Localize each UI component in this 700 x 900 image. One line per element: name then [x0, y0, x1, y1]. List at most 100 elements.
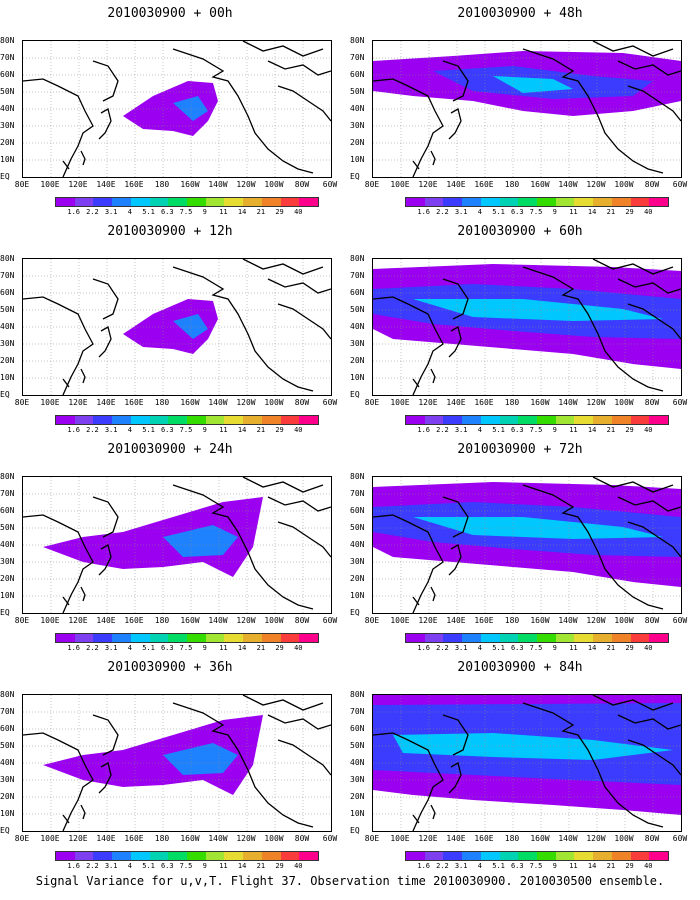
colorbar-swatch: [93, 634, 113, 642]
map-plot-area: [372, 40, 682, 178]
coastline: [267, 60, 331, 76]
colorbar-label: 40: [294, 208, 303, 216]
longitude-label: 140W: [208, 398, 228, 407]
colorbar-label: 21: [606, 862, 616, 870]
colorbar-label: 5.1: [142, 862, 155, 870]
coastline: [627, 521, 681, 558]
colorbar-label: 5.1: [492, 208, 505, 216]
longitude-label: 80E: [14, 834, 30, 843]
colorbar-label: 2.2: [436, 426, 449, 434]
map-plot-area: [372, 258, 682, 396]
colorbar-label: 9: [202, 862, 207, 870]
latitude-label: 70N: [350, 271, 365, 280]
longitude-label: 180: [504, 834, 520, 843]
coastline: [277, 521, 331, 558]
latitude-label: 30N: [0, 121, 15, 130]
variance-map: [23, 477, 331, 613]
latitude-label: 40N: [0, 104, 15, 113]
longitude-label: 100W: [264, 398, 284, 407]
coastline: [23, 296, 94, 395]
colorbar-label: 14: [587, 426, 597, 434]
colorbar-swatch: [518, 198, 538, 206]
colorbar-label: 1.6: [67, 862, 81, 870]
colorbar-swatch: [56, 416, 75, 424]
latitude-label: 40N: [350, 322, 365, 331]
latitude-label: 50N: [350, 741, 365, 750]
colorbar-label: 7.5: [529, 208, 543, 216]
latitude-label: 50N: [0, 87, 15, 96]
colorbar-label: 29: [275, 862, 284, 870]
panel-title: 2010030900 + 84h: [457, 660, 583, 675]
longitude-label: 60W: [322, 180, 338, 189]
longitude-label: 120W: [236, 180, 256, 189]
longitude-label: 160W: [530, 180, 550, 189]
variance-region: [173, 96, 208, 121]
colorbar-swatch: [537, 634, 556, 642]
coastline: [242, 41, 324, 57]
coastline: [412, 596, 420, 606]
variance-map: [373, 695, 681, 831]
longitude-label: 80W: [294, 616, 310, 625]
colorbar-swatch: [574, 634, 594, 642]
colorbar-swatch: [299, 852, 319, 860]
colorbar-label: 4: [127, 644, 132, 652]
colorbar-swatch: [499, 852, 519, 860]
colorbar-swatch: [224, 198, 244, 206]
colorbar-swatch: [74, 852, 94, 860]
colorbar-swatch: [130, 416, 150, 424]
colorbar-swatch: [280, 198, 300, 206]
coastline: [62, 814, 70, 824]
colorbar-swatch: [406, 198, 425, 206]
longitude-label: 160E: [124, 180, 144, 189]
latitude-label: 30N: [350, 339, 365, 348]
colorbar-label: 4: [477, 208, 482, 216]
longitude-label: 140W: [558, 398, 578, 407]
longitude-label: 80E: [364, 834, 380, 843]
colorbar-swatch: [555, 198, 575, 206]
coastline: [267, 714, 331, 730]
colorbar-swatch: [261, 852, 281, 860]
coastline: [617, 278, 681, 294]
colorbar: [55, 197, 319, 207]
colorbar: [405, 851, 669, 861]
latitude-label: 20N: [0, 356, 15, 365]
coastline: [80, 586, 86, 602]
colorbar-label: 6.3: [510, 208, 524, 216]
coastline: [522, 484, 664, 610]
longitude-label: 120W: [586, 398, 606, 407]
colorbar-swatch: [93, 198, 113, 206]
coastline: [373, 296, 444, 395]
coastline: [627, 739, 681, 776]
colorbar-swatch: [205, 634, 225, 642]
colorbar-swatch: [224, 634, 244, 642]
colorbar-swatch: [406, 634, 425, 642]
coastline: [522, 702, 664, 828]
colorbar-swatch: [149, 634, 169, 642]
colorbar-swatch: [243, 852, 262, 860]
latitude-label: 80N: [0, 690, 15, 699]
colorbar: [55, 633, 319, 643]
latitude-label: 50N: [350, 305, 365, 314]
colorbar-swatch: [593, 852, 612, 860]
latitude-label: EQ: [350, 390, 360, 399]
colorbar-swatch: [187, 198, 206, 206]
colorbar-swatch: [205, 852, 225, 860]
colorbar-label: 40: [644, 426, 653, 434]
coastline: [23, 514, 94, 613]
longitude-label: 100W: [614, 398, 634, 407]
colorbar-label: 21: [256, 208, 266, 216]
colorbar-label: 40: [294, 862, 303, 870]
latitude-label: 40N: [0, 540, 15, 549]
colorbar-swatch: [462, 416, 481, 424]
map-plot-area: [372, 476, 682, 614]
coastline: [172, 484, 314, 610]
latitude-label: 70N: [0, 271, 15, 280]
longitude-label: 120W: [586, 834, 606, 843]
colorbar-label: 7.5: [179, 426, 193, 434]
longitude-label: 120W: [236, 616, 256, 625]
colorbar-label: 6.3: [160, 426, 174, 434]
colorbar-swatch: [630, 416, 650, 424]
panel-title: 2010030900 + 00h: [107, 6, 233, 21]
latitude-label: 40N: [0, 322, 15, 331]
longitude-label: 140W: [208, 834, 228, 843]
